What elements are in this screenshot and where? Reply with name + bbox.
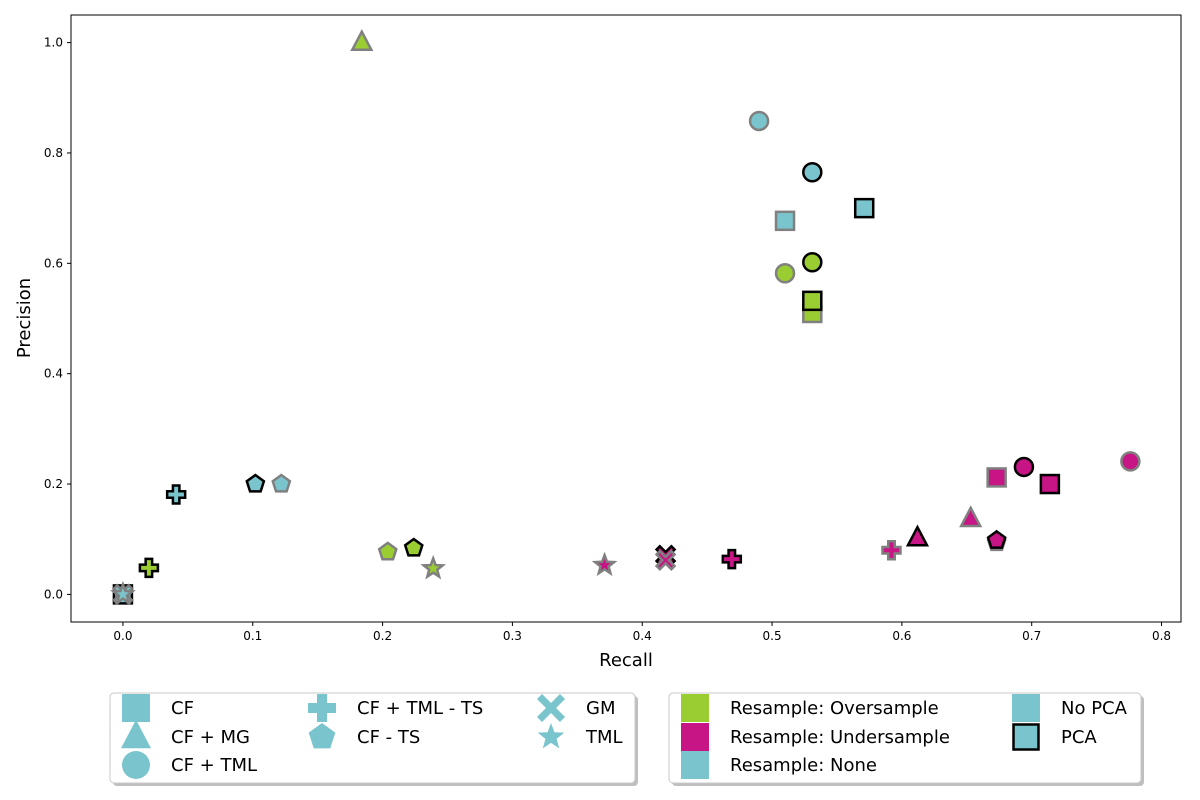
y-tick-label: 0.8 <box>44 146 63 160</box>
legend-label-cf: CF <box>171 698 194 719</box>
point-cf-tml-undersample-pca <box>1013 456 1035 478</box>
legend-marker-resample-none <box>681 751 709 779</box>
legend-method: CF CF + MG CF + TML CF + TML - TS CF - TS GM T… <box>109 692 638 786</box>
point-cf-oversample-pca <box>802 290 823 312</box>
point-cf-ts-none-pca <box>245 473 266 493</box>
point-cf-tml-none-no-pca <box>748 110 770 132</box>
legend-marker-cf <box>122 694 150 722</box>
point-cf-ts-none-no-pca <box>271 473 292 493</box>
legend-resample-items: Resample: Oversample Resample: Undersampl… <box>681 694 1128 779</box>
x-tick-label: 0.1 <box>243 629 262 643</box>
point-cf-mg-oversample-no-pca <box>350 28 374 51</box>
x-axis-ticks: 0.0 0.1 0.2 0.3 0.4 0.5 0.6 0.7 0.8 <box>113 622 1171 643</box>
point-cf-none-pca <box>853 197 875 219</box>
point-cf-tml-ts-undersample-pca <box>721 548 743 570</box>
legend-label-tml: TML <box>585 727 623 748</box>
plot-marks <box>110 28 1141 606</box>
point-cf-undersample-pca <box>1039 473 1061 495</box>
point-cf-ts-oversample-pca <box>403 537 424 557</box>
legend-marker-no-pca <box>1012 694 1040 722</box>
legend-label-cf-tml: CF + TML <box>171 755 257 776</box>
point-cf-undersample-no-pca <box>986 467 1007 488</box>
y-axis-title: Precision <box>14 278 35 358</box>
x-tick-label: 0.8 <box>1152 629 1171 643</box>
legend-label-resample-none: Resample: None <box>730 755 877 776</box>
point-cf-mg-undersample-pca <box>905 524 930 547</box>
point-tml-none-no-pca <box>110 580 136 606</box>
legend-label-pca: PCA <box>1061 727 1097 748</box>
x-tick-label: 0.3 <box>503 629 522 643</box>
legend-method-items: CF CF + MG CF + TML CF + TML - TS CF - TS GM T… <box>121 694 623 779</box>
y-axis-ticks: 0.0 0.2 0.4 0.6 0.8 1.0 <box>44 36 71 601</box>
point-cf-tml-oversample-pca <box>802 251 823 273</box>
point-cf-tml-ts-undersample-no-pca <box>881 540 902 561</box>
legend-label-gm: GM <box>586 698 615 719</box>
x-tick-label: 0.4 <box>633 629 652 643</box>
plot-frame <box>70 14 1182 623</box>
legend-label-cf-mg: CF + MG <box>171 727 250 748</box>
legend-marker-pca <box>1012 723 1040 751</box>
legend-marker-resample-undersample <box>681 723 709 751</box>
legend-label-no-pca: No PCA <box>1061 698 1128 719</box>
point-tml-oversample-no-pca <box>420 554 447 580</box>
x-tick-label: 0.0 <box>113 629 132 643</box>
point-cf-tml-none-pca <box>802 162 823 183</box>
y-tick-label: 0.2 <box>44 477 63 491</box>
point-gm-undersample-no-pca <box>654 549 677 571</box>
legend-resample: Resample: Oversample Resample: Undersampl… <box>668 692 1144 786</box>
point-tml-undersample-no-pca <box>591 551 618 577</box>
point-cf-ts-undersample-pca <box>986 529 1007 549</box>
point-cf-mg-undersample-no-pca <box>959 505 983 528</box>
point-cf-none-no-pca <box>774 210 796 232</box>
point-cf-ts-oversample-no-pca <box>377 541 398 561</box>
legend-label-resample-oversample: Resample: Oversample <box>730 698 939 719</box>
x-tick-label: 0.5 <box>763 629 782 643</box>
legend-marker-cf-mg <box>121 719 151 749</box>
y-tick-label: 1.0 <box>44 36 63 50</box>
legend-marker-gm <box>537 694 565 722</box>
point-cf-tml-undersample-no-pca <box>1120 451 1141 472</box>
legend-label-resample-undersample: Resample: Undersample <box>730 727 950 748</box>
x-tick-label: 0.7 <box>1022 629 1041 643</box>
x-tick-label: 0.6 <box>892 629 911 643</box>
point-cf-tml-oversample-no-pca <box>774 263 796 284</box>
legend-label-cf-tml-ts: CF + TML - TS <box>357 698 483 719</box>
legend-marker-resample-oversample <box>681 694 709 722</box>
x-tick-label: 0.2 <box>373 629 392 643</box>
legend-label-cf-ts: CF - TS <box>357 727 420 748</box>
y-tick-label: 0.4 <box>44 367 63 381</box>
legend-marker-cf-tml-ts <box>308 694 336 722</box>
point-cf-tml-ts-oversample-pca <box>138 557 160 579</box>
legend-marker-tml <box>537 723 565 749</box>
y-tick-label: 0.6 <box>44 256 63 270</box>
legend-marker-cf-ts <box>308 723 336 749</box>
point-cf-tml-ts-none-pca <box>165 484 187 505</box>
legend-method-box <box>109 692 636 784</box>
y-tick-label: 0.0 <box>44 587 63 601</box>
x-axis-title: Recall <box>599 650 653 671</box>
legend-marker-cf-tml <box>122 751 150 779</box>
